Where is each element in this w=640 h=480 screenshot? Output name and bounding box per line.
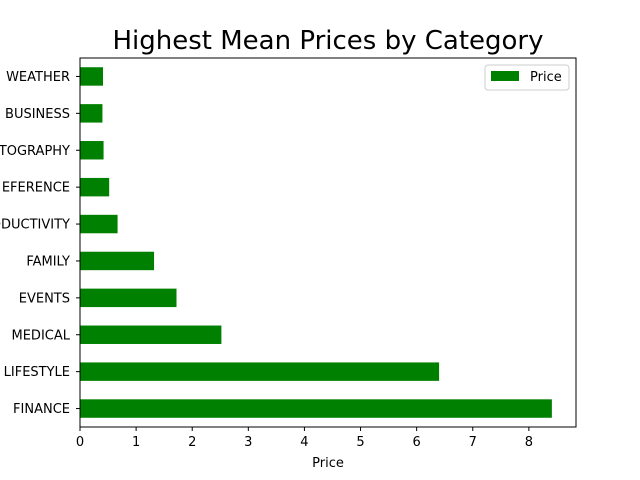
y-axis: FINANCE LIFESTYLE MEDICAL EVENTS FAMILY ODUCT… — [0, 70, 80, 417]
bar-events — [80, 288, 177, 308]
y-tick-label-weather: WEATHER — [6, 70, 70, 85]
bar-lifestyle — [80, 362, 440, 381]
x-tick-label-2: 2 — [188, 435, 196, 450]
bar-photography — [80, 141, 104, 160]
x-tick-label-0: 0 — [76, 435, 84, 450]
y-tick-label-family: FAMILY — [26, 254, 70, 269]
y-tick-label-business: BUSINESS — [5, 107, 70, 122]
y-tick-label-productivity: ODUCTIVITY — [0, 218, 70, 233]
y-tick-label-photography: TOGRAPHY — [0, 144, 70, 159]
bar-medical — [80, 325, 222, 344]
y-tick-label-finance: FINANCE — [13, 402, 70, 417]
plot-frame — [79, 57, 577, 428]
x-tick-label-7: 7 — [469, 435, 477, 450]
x-tick-label-1: 1 — [132, 435, 140, 450]
bar-finance — [80, 399, 552, 418]
x-tick-label-5: 5 — [356, 435, 364, 450]
x-tick-label-4: 4 — [300, 435, 308, 450]
bar-family — [80, 251, 155, 271]
x-axis: 0 1 2 3 4 5 6 7 8 — [76, 427, 533, 450]
y-tick-label-events: EVENTS — [19, 291, 70, 306]
x-tick-label-3: 3 — [244, 435, 252, 450]
bar-books-and-reference — [80, 177, 110, 197]
x-tick-label-6: 6 — [413, 435, 421, 450]
bar-productivity — [80, 214, 118, 234]
y-tick-label-medical: MEDICAL — [12, 328, 71, 343]
bar-series — [80, 67, 552, 418]
x-tick-label-8: 8 — [525, 435, 533, 450]
y-tick-label-lifestyle: LIFESTYLE — [4, 365, 70, 380]
y-tick-label-books-and-reference: EFERENCE — [2, 181, 70, 196]
bar-weather — [80, 67, 104, 86]
bar-business — [80, 104, 103, 123]
chart-title: Highest Mean Prices by Category — [112, 26, 543, 56]
x-axis-label: Price — [312, 456, 344, 471]
legend-swatch-price — [491, 71, 519, 81]
legend: Price — [484, 64, 570, 91]
legend-label-price: Price — [530, 70, 562, 85]
